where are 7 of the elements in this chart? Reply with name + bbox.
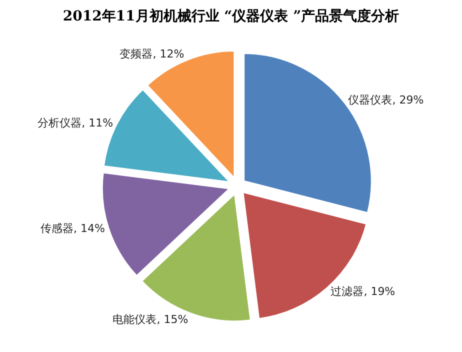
slice-label: 电能仪表, 15% [112, 313, 188, 326]
chart-title: 2012年11月初机械行业 “仪器仪表 ”产品景气度分析 [62, 7, 400, 24]
slice-label: 分析仪器, 11% [38, 116, 114, 130]
slice-label: 过滤器, 19% [330, 285, 396, 298]
slice-label: 仪器仪表, 29% [348, 94, 424, 107]
slice-label: 传感器, 14% [40, 222, 105, 236]
slice-label: 变频器, 12% [120, 47, 184, 60]
